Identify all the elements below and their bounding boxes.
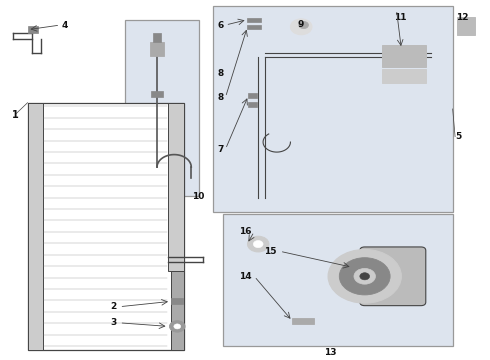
Bar	[223, 214, 453, 346]
Bar	[247, 18, 261, 22]
Bar	[150, 42, 164, 56]
Bar	[248, 93, 257, 98]
Text: 2: 2	[111, 302, 117, 311]
Text: 13: 13	[324, 348, 337, 357]
Text: 3: 3	[111, 318, 117, 327]
Bar	[382, 45, 426, 67]
Text: 10: 10	[192, 192, 205, 201]
Text: 8: 8	[217, 69, 223, 78]
Text: 7: 7	[217, 145, 223, 154]
Text: 16: 16	[239, 227, 251, 236]
Circle shape	[247, 236, 269, 252]
Circle shape	[253, 240, 263, 248]
Text: 12: 12	[456, 13, 468, 22]
Circle shape	[299, 22, 309, 28]
FancyBboxPatch shape	[360, 247, 426, 306]
Bar	[27, 26, 38, 32]
Bar	[457, 17, 475, 35]
Bar	[27, 103, 184, 350]
Bar	[59, 275, 167, 346]
Bar	[153, 33, 161, 42]
Circle shape	[339, 258, 390, 295]
Bar	[27, 103, 43, 350]
Bar	[247, 25, 261, 29]
Circle shape	[354, 269, 375, 284]
Text: 9: 9	[297, 21, 304, 30]
Text: 5: 5	[455, 132, 462, 141]
Text: 11: 11	[394, 13, 407, 22]
Bar	[293, 318, 314, 324]
Bar	[248, 102, 257, 107]
Text: 4: 4	[62, 21, 68, 30]
Bar	[171, 271, 184, 350]
Circle shape	[328, 249, 401, 303]
Circle shape	[170, 321, 185, 332]
Bar	[172, 298, 183, 304]
Text: 14: 14	[239, 272, 251, 281]
Bar	[168, 103, 184, 271]
Bar	[151, 91, 163, 96]
Bar	[213, 6, 453, 212]
Text: 1: 1	[11, 110, 18, 120]
Text: 15: 15	[264, 247, 277, 256]
Text: 6: 6	[217, 21, 223, 30]
Circle shape	[291, 19, 312, 35]
Bar	[125, 21, 198, 196]
Circle shape	[360, 273, 369, 280]
Text: 8: 8	[217, 93, 223, 102]
Bar	[382, 69, 426, 83]
Circle shape	[174, 324, 181, 329]
